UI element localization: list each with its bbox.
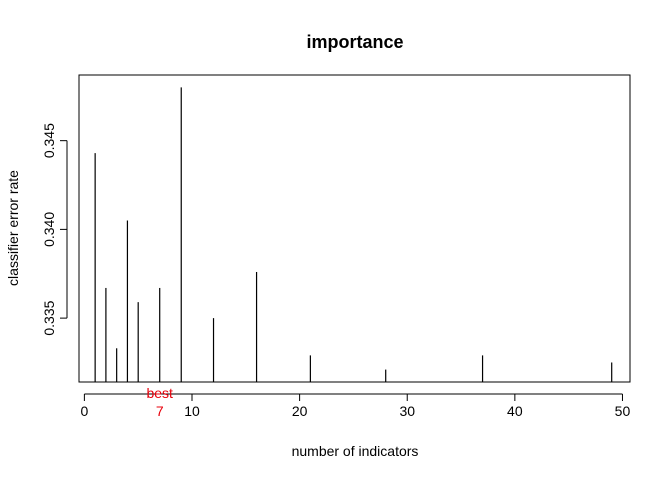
y-tick-label-2: 0.345	[41, 123, 57, 158]
best-marker: best 7	[146, 385, 173, 419]
x-axis-label: number of indicators	[292, 443, 419, 459]
best-value-label: 7	[156, 403, 164, 419]
y-axis: 0.335 0.340 0.345	[41, 123, 68, 336]
x-tick-label-50: 50	[615, 403, 631, 419]
chart-title: importance	[306, 32, 403, 52]
bars-group	[94, 87, 613, 382]
x-tick-label-40: 40	[507, 403, 523, 419]
x-tick-label-10: 10	[184, 403, 200, 419]
x-tick-label-0: 0	[80, 403, 88, 419]
y-tick-label-1: 0.340	[41, 212, 57, 247]
best-label: best	[146, 385, 173, 401]
y-axis-label: classifier error rate	[5, 170, 21, 286]
x-tick-label-30: 30	[399, 403, 415, 419]
x-tick-label-20: 20	[292, 403, 308, 419]
x-axis: 0 10 20 30 40 50	[80, 393, 631, 419]
plot-frame	[78, 74, 631, 383]
y-tick-label-0: 0.335	[41, 300, 57, 335]
